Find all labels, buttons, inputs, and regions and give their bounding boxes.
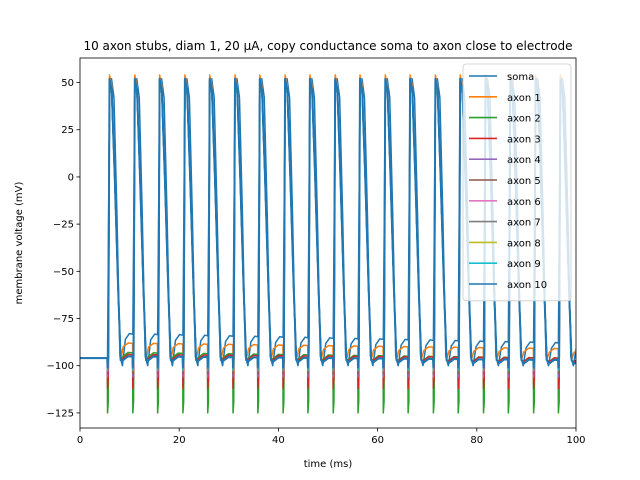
series-line-axon-10 <box>80 77 576 369</box>
x-tick-label: 0 <box>77 435 83 446</box>
x-axis-label: time (ms) <box>304 459 353 470</box>
y-tick-label: −125 <box>47 408 74 419</box>
legend: soma axon 1 axon 2 axon 3 axon 4 axon 5 axon 6… <box>462 63 572 302</box>
series-layer <box>80 74 576 414</box>
y-tick-label: 25 <box>61 125 74 136</box>
legend-label: axon 4 <box>507 155 541 166</box>
legend-label: axon 1 <box>507 93 541 104</box>
x-tick-label: 60 <box>371 435 384 446</box>
legend-label: axon 7 <box>507 218 541 229</box>
y-tick-label: −50 <box>53 267 74 278</box>
plot-frame <box>79 57 577 429</box>
legend-label: axon 3 <box>507 134 541 145</box>
x-axis-ticks: 0 20 40 60 80 100 <box>77 428 586 446</box>
legend-label: axon 8 <box>507 238 541 249</box>
legend-label: axon 6 <box>507 197 541 208</box>
legend-label: axon 2 <box>507 114 541 125</box>
legend-label: soma <box>507 72 534 83</box>
y-tick-label: −75 <box>53 314 74 325</box>
chart-title: 10 axon stubs, diam 1, 20 µA, copy condu… <box>83 39 572 53</box>
legend-label: axon 10 <box>507 280 547 291</box>
x-tick-label: 100 <box>566 435 585 446</box>
y-tick-label: 50 <box>61 78 74 89</box>
y-tick-label: −100 <box>47 361 74 372</box>
x-tick-label: 80 <box>470 435 483 446</box>
y-axis-ticks: −125 −100 −75 −50 −25 0 25 50 <box>47 78 80 419</box>
x-tick-label: 40 <box>272 435 285 446</box>
x-tick-label: 20 <box>173 435 186 446</box>
y-tick-label: −25 <box>53 220 74 231</box>
legend-label: axon 5 <box>507 176 541 187</box>
y-tick-label: 0 <box>68 172 74 183</box>
y-axis-label: membrane voltage (mV) <box>14 181 25 304</box>
series-line-soma <box>80 78 576 367</box>
legend-label: axon 9 <box>507 259 541 270</box>
